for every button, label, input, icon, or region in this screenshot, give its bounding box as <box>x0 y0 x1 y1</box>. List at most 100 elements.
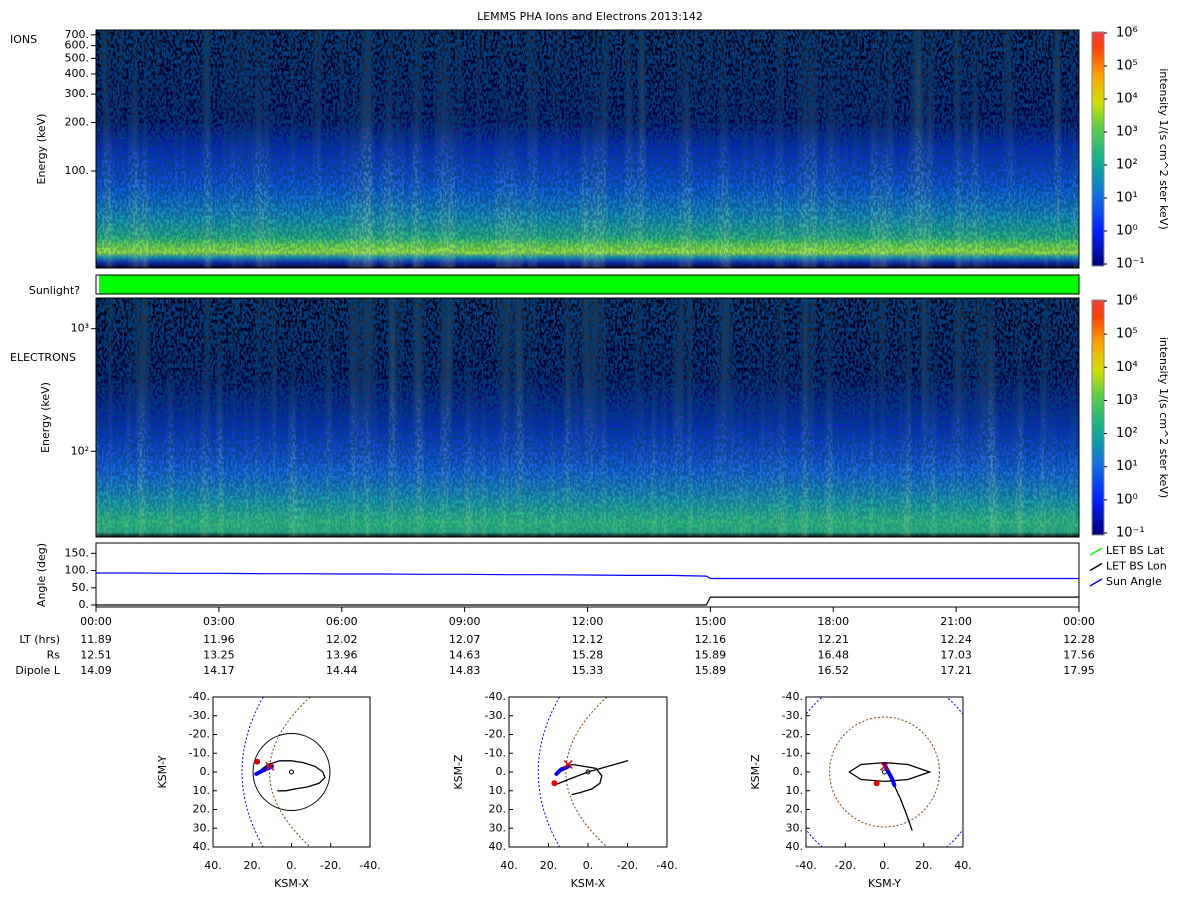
y-tick-label: 400. <box>65 67 90 80</box>
ephemeris-label: Dipole L <box>15 664 61 677</box>
y-tick-label: -20. <box>485 728 506 741</box>
colorbar-tick-label: 10³ <box>1116 393 1138 408</box>
plot-frame <box>95 29 1080 269</box>
chart-title: LEMMS PHA Ions and Electrons 2013:142 <box>477 10 703 23</box>
x-tick-label: -20. <box>617 859 638 872</box>
x-tick-label: 09:00 <box>449 615 481 628</box>
y-tick-label: 20. <box>489 803 507 816</box>
y-tick-label: 10² <box>71 444 89 457</box>
ephemeris-value: 12.12 <box>572 633 604 646</box>
ephemeris-value: 17.21 <box>940 664 972 677</box>
x-tick-label: 40. <box>954 859 972 872</box>
plot-frame <box>95 274 1080 295</box>
planet <box>289 769 294 775</box>
spectrogram-noise <box>96 30 1079 268</box>
y-tick-label: 150. <box>65 546 90 559</box>
colorbar-tick-label: 10⁵ <box>1116 327 1138 342</box>
y-tick-label: 0. <box>793 765 804 778</box>
ephemeris-value: 14.63 <box>449 649 481 662</box>
y-axis-label: Energy (keV) <box>39 382 52 453</box>
colorbar-tick-label: 10⁰ <box>1116 492 1138 507</box>
ephemeris-value: 12.02 <box>326 633 358 646</box>
position-cross <box>879 761 890 771</box>
magnetopause <box>829 716 940 828</box>
y-tick-label: 200. <box>65 115 90 128</box>
colorbar <box>1091 299 1105 536</box>
x-tick-label: 20. <box>540 859 558 872</box>
y-tick-label: 0. <box>496 765 507 778</box>
y-tick-label: -30. <box>189 709 210 722</box>
y-tick-label: 40. <box>193 840 211 853</box>
ephemeris-value: 14.17 <box>203 664 235 677</box>
colorbar <box>1091 31 1105 267</box>
y-tick-label: 40. <box>489 840 507 853</box>
legend-label: LET BS Lon <box>1106 560 1167 573</box>
ephemeris-value: 17.95 <box>1063 664 1095 677</box>
legend-swatch <box>1089 578 1103 587</box>
y-tick-label: 30. <box>489 821 507 834</box>
plot-frame <box>95 297 1080 538</box>
x-tick-label: 15:00 <box>695 615 727 628</box>
colorbar-tick-label: 10⁻¹ <box>1116 257 1145 272</box>
y-tick-label: 20. <box>193 803 211 816</box>
ephemeris-value: 14.83 <box>449 664 481 677</box>
y-axis-label: KSM-Y <box>156 755 169 788</box>
x-tick-label: -40. <box>795 859 816 872</box>
x-tick-label: 20. <box>915 859 933 872</box>
colorbar-tick-label: 10⁴ <box>1116 360 1138 375</box>
y-tick-label: 0. <box>79 598 90 611</box>
panel-label: IONS <box>10 33 37 46</box>
position-cross <box>265 761 275 771</box>
magnetopause <box>565 697 608 847</box>
y-axis-label: KSM-Z <box>452 754 465 790</box>
colorbar-tick-label: 10¹ <box>1116 459 1138 474</box>
ephemeris-value: 15.89 <box>695 649 727 662</box>
ephemeris-label: LT (hrs) <box>19 633 60 646</box>
y-tick-label: 10. <box>489 784 507 797</box>
y-tick-label: -10. <box>485 746 506 759</box>
colorbar-tick-label: 10³ <box>1116 125 1138 140</box>
x-tick-label: -20. <box>835 859 856 872</box>
ephemeris-value: 15.28 <box>572 649 604 662</box>
ephemeris-value: 13.96 <box>326 649 358 662</box>
x-tick-label: 18:00 <box>817 615 849 628</box>
magnetopause <box>269 697 311 847</box>
y-tick-label: 10³ <box>71 322 89 335</box>
ephemeris-value: 14.09 <box>80 664 112 677</box>
y-tick-label: 30. <box>193 821 211 834</box>
y-axis-label: Angle (deg) <box>35 543 48 607</box>
ephemeris-value: 12.51 <box>80 649 112 662</box>
ephemeris-value: 11.89 <box>80 633 112 646</box>
ephemeris-value: 12.07 <box>449 633 481 646</box>
y-tick-label: 50. <box>72 581 90 594</box>
y-tick-label: 700. <box>65 28 90 41</box>
position-cross <box>563 759 573 770</box>
y-tick-label: -20. <box>782 728 803 741</box>
y-tick-label: 600. <box>65 39 90 52</box>
y-tick-label: 0. <box>200 765 211 778</box>
y-tick-label: -10. <box>782 746 803 759</box>
trajectory <box>257 760 326 792</box>
x-tick-label: 20. <box>244 859 262 872</box>
ephemeris-value: 14.44 <box>326 664 358 677</box>
y-tick-label: -40. <box>485 690 506 703</box>
x-tick-label: 40. <box>204 859 222 872</box>
trajectory <box>553 760 629 796</box>
y-tick-label: 100. <box>65 564 90 577</box>
ephemeris-value: 17.56 <box>1063 649 1095 662</box>
ephemeris-value: 13.25 <box>203 649 235 662</box>
colorbar-tick-label: 10⁻¹ <box>1116 526 1145 541</box>
x-tick-label: -20. <box>320 859 341 872</box>
panel-label: ELECTRONS <box>10 351 76 364</box>
colorbar-tick-label: 10² <box>1116 426 1138 441</box>
y-tick-label: 300. <box>65 87 90 100</box>
sunlight-bar <box>99 275 1079 294</box>
colorbar-tick-label: 10⁴ <box>1116 92 1138 107</box>
x-tick-label: 0. <box>879 859 890 872</box>
y-tick-label: -30. <box>782 709 803 722</box>
position-dot <box>254 758 261 765</box>
legend-swatch <box>1089 547 1103 556</box>
colorbar-tick-label: 10¹ <box>1116 191 1138 206</box>
y-tick-label: 10. <box>786 784 804 797</box>
